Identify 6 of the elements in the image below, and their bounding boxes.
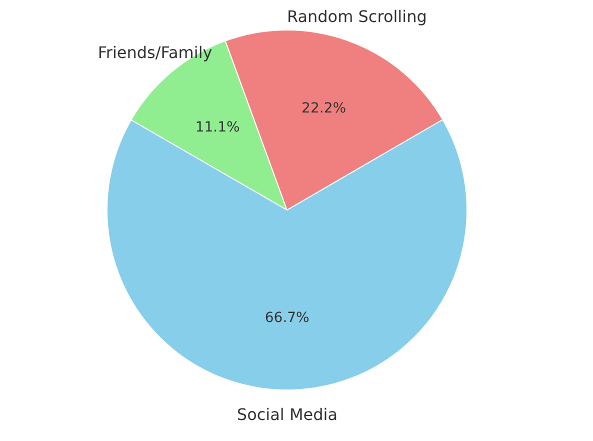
slice-label: Random Scrolling [286,7,427,26]
data-label: 11.1% [195,119,240,136]
data-label: 66.7% [264,310,310,326]
slice-label: Social Media [236,405,338,424]
slice-label: Friends/Family [98,42,212,62]
data-label: 22.2% [302,100,346,116]
